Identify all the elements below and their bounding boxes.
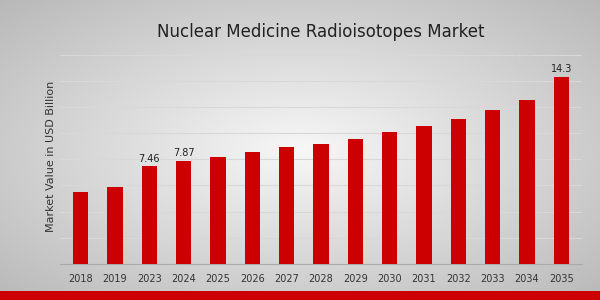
Text: 14.3: 14.3 bbox=[551, 64, 572, 74]
Y-axis label: Market Value in USD Billion: Market Value in USD Billion bbox=[46, 80, 56, 232]
Bar bbox=[176, 161, 191, 264]
Text: 7.87: 7.87 bbox=[173, 148, 194, 158]
Bar bbox=[347, 139, 363, 264]
Title: Nuclear Medicine Radioisotopes Market: Nuclear Medicine Radioisotopes Market bbox=[157, 23, 485, 41]
Bar bbox=[73, 192, 88, 264]
Bar bbox=[0, 291, 600, 300]
Text: 7.46: 7.46 bbox=[139, 154, 160, 164]
Bar bbox=[313, 144, 329, 264]
Bar bbox=[245, 152, 260, 264]
Bar bbox=[210, 157, 226, 264]
Bar bbox=[554, 77, 569, 264]
Bar bbox=[416, 126, 432, 264]
Bar bbox=[382, 132, 397, 264]
Bar bbox=[107, 187, 122, 264]
Bar bbox=[485, 110, 500, 264]
Text: ⊙: ⊙ bbox=[511, 46, 533, 74]
Bar bbox=[142, 166, 157, 264]
Bar bbox=[520, 100, 535, 264]
Bar bbox=[279, 148, 295, 264]
Bar bbox=[451, 119, 466, 264]
